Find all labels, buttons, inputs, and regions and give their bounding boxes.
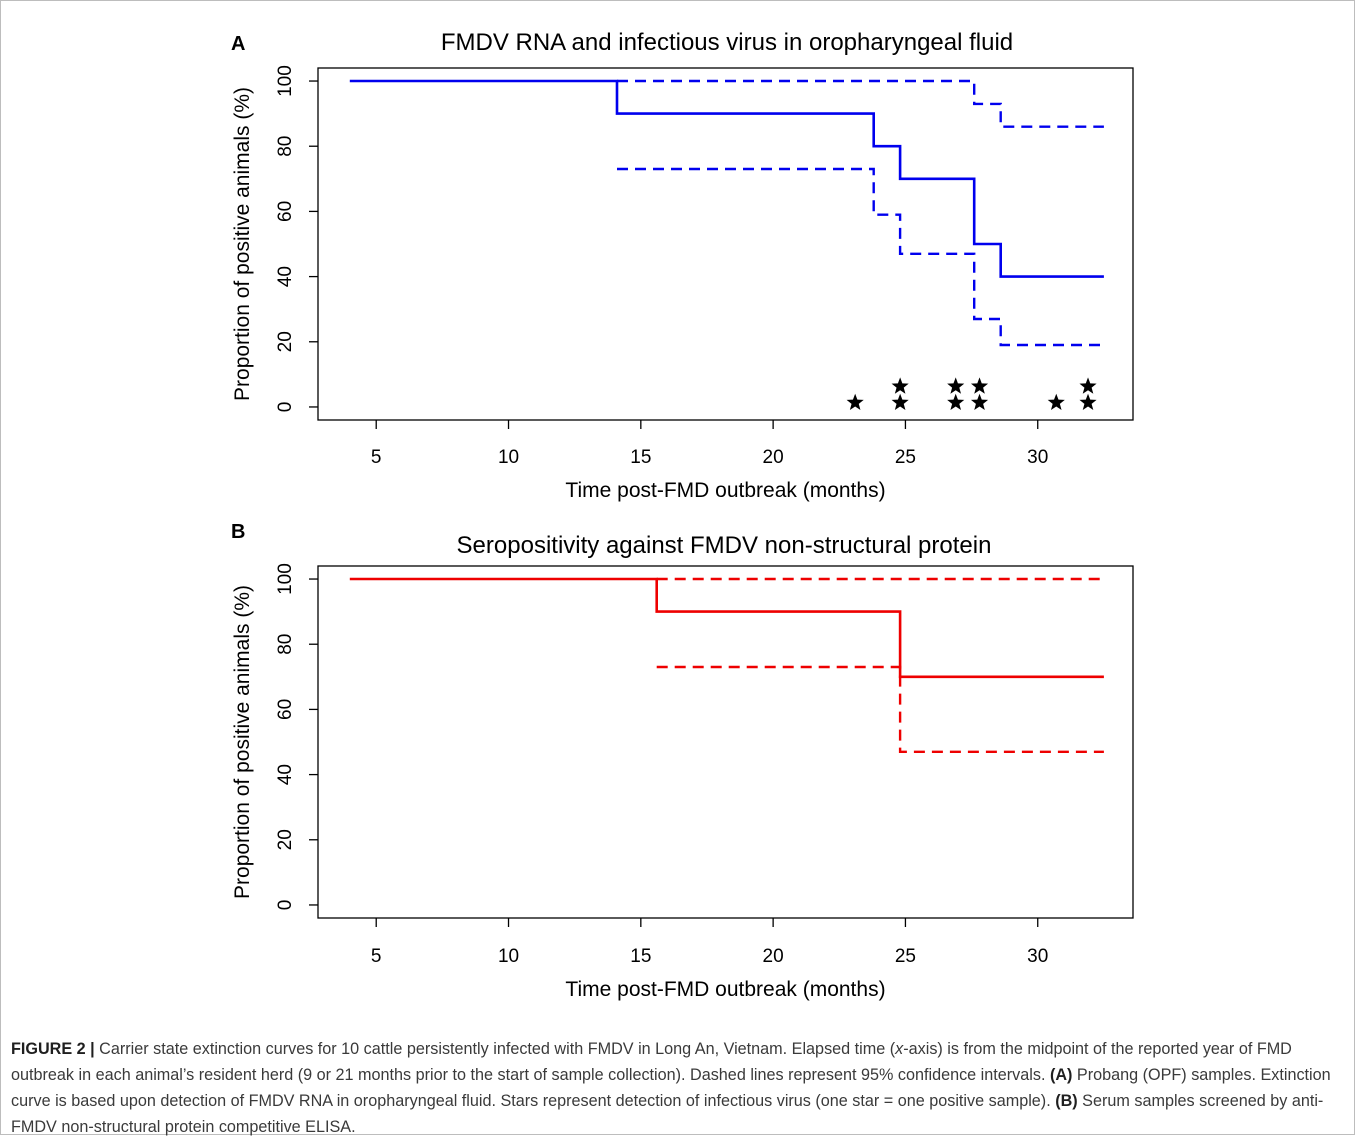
y-tick-label: 40 <box>275 764 296 785</box>
figure-plots: A FMDV RNA and infectious virus in oropha… <box>231 29 1134 1001</box>
infectious-virus-star <box>947 377 965 394</box>
y-tick-label: 100 <box>275 65 296 97</box>
plot-area-frame <box>317 565 1134 919</box>
caption-x-italic: x <box>895 1040 904 1058</box>
survival-curve <box>349 79 1104 278</box>
panel-a: A FMDV RNA and infectious virus in oropha… <box>231 29 1134 502</box>
caption-text-1: Carrier state extinction curves for 10 c… <box>94 1040 896 1058</box>
x-tick-label: 30 <box>1027 946 1048 967</box>
y-tick-label: 0 <box>275 900 296 911</box>
caption-text-3: Probang (OPF) samples. Extinction curve … <box>11 1066 1331 1110</box>
infectious-virus-star <box>1079 393 1097 410</box>
confidence-interval-curve <box>617 167 1104 347</box>
infectious-virus-star <box>947 393 965 410</box>
confidence-interval-curve <box>656 665 1104 753</box>
infectious-virus-star <box>846 393 864 410</box>
caption-label-b: (B) <box>1055 1092 1078 1110</box>
y-tick-label: 20 <box>275 829 296 850</box>
y-tick-label: 80 <box>275 634 296 655</box>
y-tick-label: 20 <box>275 331 296 352</box>
y-axis-label: Proportion of positive animals (%) <box>231 585 254 899</box>
y-tick-label: 80 <box>275 136 296 157</box>
caption-label-a: (A) <box>1049 1066 1073 1084</box>
y-tick-label: 40 <box>275 266 296 287</box>
panel-letter: B <box>231 521 245 543</box>
x-tick-label: 10 <box>498 946 519 967</box>
survival-curve <box>349 577 1104 679</box>
figure-caption: FIGURE 2 | Carrier state extinction curv… <box>11 1036 1347 1140</box>
confidence-interval-curve <box>617 79 1104 128</box>
x-tick-label: 15 <box>630 447 651 468</box>
x-tick-label: 20 <box>763 447 784 468</box>
caption-figure-label: FIGURE 2 | <box>11 1040 95 1058</box>
caption-text-4: Serum samples screened by anti-FMDV non-… <box>11 1092 1324 1136</box>
infectious-virus-star <box>970 393 989 410</box>
infectious-virus-star <box>891 377 909 394</box>
chart-title: FMDV RNA and infectious virus in orophar… <box>441 29 1013 56</box>
panel-letter: A <box>231 33 245 55</box>
y-tick-label: 100 <box>275 563 296 595</box>
x-tick-label: 25 <box>895 447 916 468</box>
y-axis-label: Proportion of positive animals (%) <box>231 87 254 401</box>
caption-text-2: -axis) is from the midpoint of the repor… <box>11 1040 1292 1084</box>
panel-b: B Seropositivity against FMDV non-structu… <box>231 521 1134 1001</box>
x-tick-label: 15 <box>630 946 651 967</box>
y-tick-label: 60 <box>275 699 296 720</box>
x-axis-label: Time post-FMD outbreak (months) <box>565 978 885 1001</box>
infectious-virus-star <box>891 393 909 410</box>
infectious-virus-star <box>1079 377 1097 394</box>
x-tick-label: 10 <box>498 447 519 468</box>
y-tick-label: 60 <box>275 201 296 222</box>
chart-title: Seropositivity against FMDV non-structur… <box>457 532 992 559</box>
x-tick-label: 5 <box>371 946 382 967</box>
infectious-virus-star <box>970 377 989 394</box>
y-tick-label: 0 <box>275 402 296 413</box>
x-tick-label: 25 <box>895 946 916 967</box>
infectious-virus-star <box>1047 393 1065 410</box>
x-tick-label: 20 <box>763 946 784 967</box>
x-tick-label: 5 <box>371 447 382 468</box>
x-axis-label: Time post-FMD outbreak (months) <box>565 479 885 502</box>
plot-area-frame <box>317 67 1134 421</box>
x-tick-label: 30 <box>1027 447 1048 468</box>
